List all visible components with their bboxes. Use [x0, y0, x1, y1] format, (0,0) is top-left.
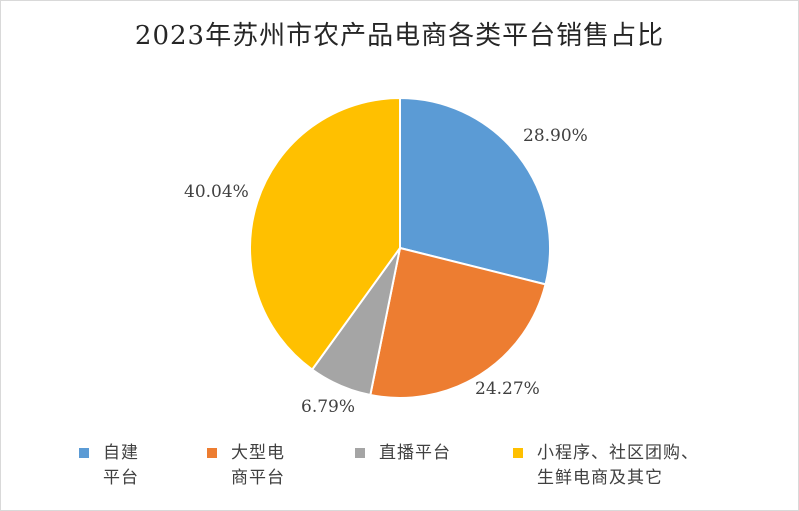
chart-title: 2023年苏州市农产品电商各类平台销售占比: [134, 21, 665, 51]
legend-label: 自建 平台: [103, 443, 139, 488]
legend-item: 自建 平台: [79, 441, 139, 491]
legend-item: 小程序、社区团购、 生鲜电商及其它: [513, 441, 699, 491]
legend-label: 小程序、社区团购、 生鲜电商及其它: [537, 443, 699, 488]
slice-data-label: 40.04%: [184, 182, 249, 202]
legend-swatch: [513, 448, 523, 458]
legend-swatch: [79, 448, 89, 458]
slice-data-label: 24.27%: [475, 379, 540, 399]
slice-data-label: 28.90%: [523, 126, 588, 146]
chart-legend: 自建 平台 大型电 商平台 直播平台 小程序、社区团购、 生鲜电商及其它: [1, 441, 798, 501]
legend-label: 直播平台: [379, 443, 451, 463]
legend-item: 直播平台: [355, 441, 451, 466]
legend-item: 大型电 商平台: [207, 441, 285, 491]
legend-label: 大型电 商平台: [231, 443, 285, 488]
pie-slice: [369, 246, 547, 399]
slice-data-label: 6.79%: [301, 397, 355, 417]
legend-swatch: [355, 448, 365, 458]
legend-swatch: [207, 448, 217, 458]
pie-slice: [249, 96, 401, 371]
pie-slice: [399, 96, 551, 286]
